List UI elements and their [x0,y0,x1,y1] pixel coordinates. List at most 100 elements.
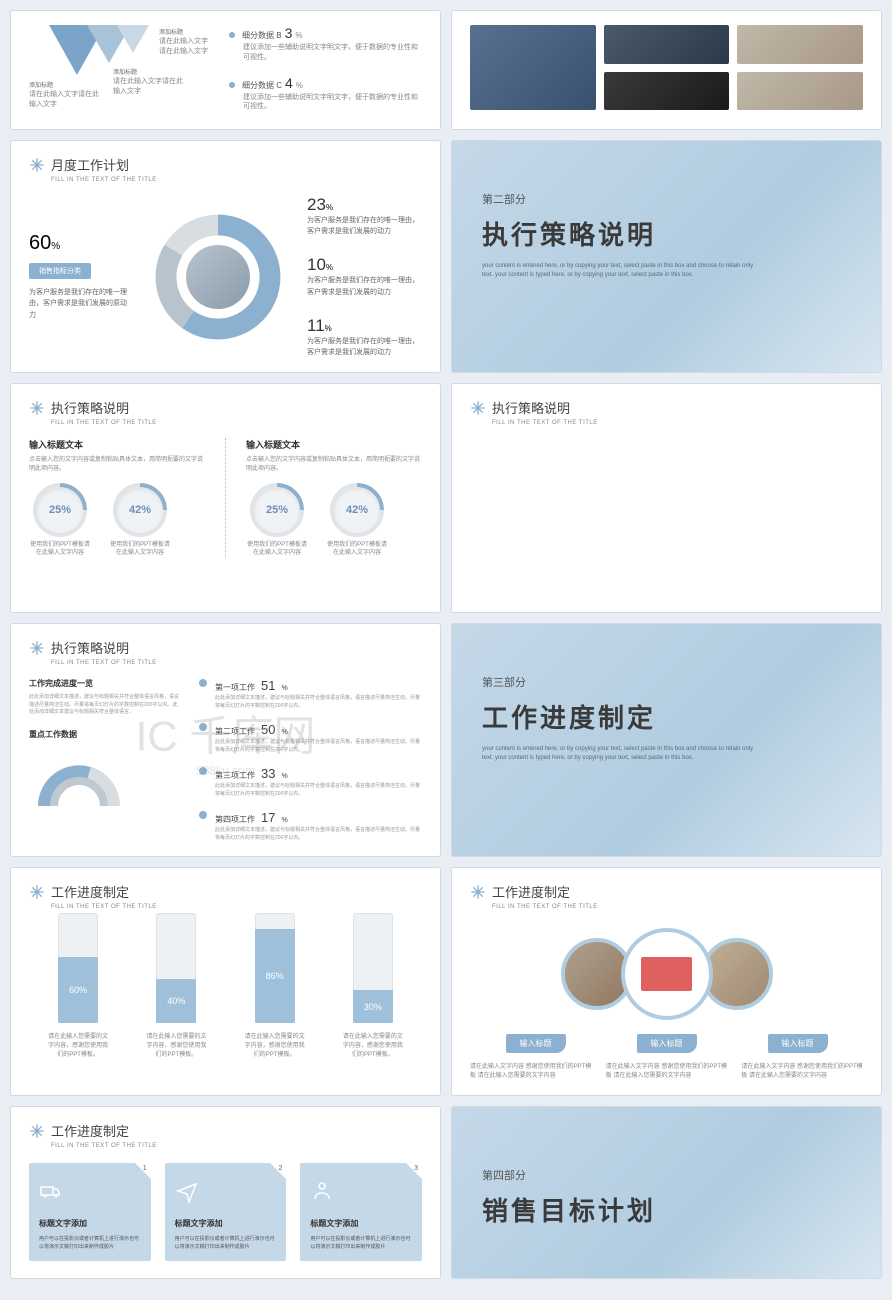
slide-title: 执行策略说明 [492,398,570,417]
percent-circle-item: 25%使用我们的PPT模板请在此输入文字内容 [246,487,308,558]
info-card: 2标题文字添加用户可以在投影仪或者计算机上进行演示也可以将演示文稿打印出来制作成… [165,1163,287,1261]
section-desc: your content is entered here, or by copy… [482,745,762,763]
stat-item: 11%为客户服务是我们存在的唯一理由，客户需求是我们发展的动力 [307,316,422,358]
section-title: 工作进度制定 [482,698,851,735]
section-title: 执行策略说明 [482,215,851,252]
slide-progress-bars: 工作进度制定 FILL IN THE TEXT OF THE TITLE 60%… [10,867,441,1096]
col-heading: 输入标题文本 [29,438,205,451]
circle-image [621,928,713,1020]
slide-title: 执行策略说明 [51,398,129,417]
card-title: 标题文字添加 [310,1218,412,1229]
slide-three-circles: 工作进度制定 FILL IN THE TEXT OF THE TITLE 输入标… [451,867,882,1096]
slide-section-2: 第二部分 执行策略说明 your content is entered here… [451,140,882,373]
slide-subtitle: FILL IN THE TEXT OF THE TITLE [492,420,863,426]
plane-icon [175,1179,199,1203]
slide-strategy-circles-1: 执行策略说明 FILL IN THE TEXT OF THE TITLE 输入标… [10,383,441,613]
slide-title: 工作进度制定 [51,1121,129,1140]
snowflake-icon [29,884,45,900]
slide-cards: 工作进度制定 FILL IN THE TEXT OF THE TITLE 1标题… [10,1106,441,1279]
circle-desc: 请在此输入文字内容 感谢您使用我们的PPT模板 请在此输入您需要的文字内容 [470,1063,592,1081]
person-icon [310,1179,334,1203]
half-donut-chart [29,751,129,811]
strategy-column: 输入标题文本 点击输入您的文字内容或复制粘贴具体文本，用简明扼要的文字说明此项内… [29,438,205,558]
progress-item: 第四项工作17%此处添加详细文本描述，建议与标题相关并符合整体语言风格，语言描述… [199,810,422,842]
progress-item: 第三项工作33%此处添加详细文本描述，建议与标题相关并符合整体语言风格，语言描述… [199,766,422,798]
slide-title: 执行策略说明 [51,638,129,657]
slide-fragment-top-left: 添加标题 请在此输入文字请在此输入文字 添加标题 请在此输入文字请在此输入文字 … [10,10,441,130]
slide-strategy-progress: 执行策略说明 FILL IN THE TEXT OF THE TITLE 工作完… [10,623,441,857]
tag-desc: 请在此输入文字请在此输入文字 [113,77,183,97]
section-part: 第四部分 [482,1167,851,1183]
strategy-column: 输入标题文本 点击输入您的文字内容或复制粘贴具体文本，用简明扼要的文字说明此项内… [225,438,422,558]
donut-center-image [186,245,250,309]
card-desc: 用户可以在投影仪或者计算机上进行演示也可以将演示文稿打印出来制作成胶片 [175,1235,277,1251]
card-desc: 用户可以在投影仪或者计算机上进行演示也可以将演示文稿打印出来制作成胶片 [310,1235,412,1251]
section-title: 销售目标计划 [482,1191,851,1228]
photo [470,25,596,110]
tag-label: 添加标题 [159,27,183,36]
three-circle-row [470,928,863,1020]
percent-circle-item: 25%使用我们的PPT模板请在此输入文字内容 [29,487,91,558]
photo [604,25,730,64]
col-sub: 点击输入您的文字内容或复制粘贴具体文本，用简明扼要的文字说明此项内容。 [246,456,422,473]
col-heading: 输入标题文本 [246,438,422,451]
snowflake-icon [470,884,486,900]
slide-section-3: 第三部分 工作进度制定 your content is entered here… [451,623,882,857]
progress-item: 第一项工作51%此处添加详细文本描述，建议与标题相关并符合整体语言风格，语言描述… [199,678,422,710]
bar: 86%请在此输入您需要的文字内容，感谢您使用我们的PPT模板。 [245,913,305,1060]
bar: 60%请在此输入您需要的文字内容，感谢您使用我们的PPT模板。 [48,913,108,1060]
data-item: 细分数据 C4% 建议添加一些辅助说明文字明文字，便于数据的专业性和可视性。 [229,75,422,113]
slide-strategy-blank: 执行策略说明 FILL IN THE TEXT OF THE TITLE [451,383,882,613]
percent-circle-item: 42%使用我们的PPT模板请在此输入文字内容 [326,487,388,558]
monthly-left: 60% 销售指标分类 为客户服务是我们存在的唯一理由，客户需求是我们发展的原动力 [29,232,129,321]
sub-heading: 重点工作数据 [29,729,179,740]
card-title: 标题文字添加 [39,1218,141,1229]
slide-title: 月度工作计划 [51,155,129,174]
slide-subtitle: FILL IN THE TEXT OF THE TITLE [492,904,863,910]
tag-desc: 请在此输入文字请在此输入文字 [159,37,209,57]
info-card: 1标题文字添加用户可以在投影仪或者计算机上进行演示也可以将演示文稿打印出来制作成… [29,1163,151,1261]
desc: 为客户服务是我们存在的唯一理由，客户需求是我们发展的原动力 [29,287,129,321]
slide-subtitle: FILL IN THE TEXT OF THE TITLE [51,177,422,183]
card-title: 标题文字添加 [175,1218,277,1229]
section-part: 第三部分 [482,674,851,690]
photo [737,72,863,111]
data-desc: 建议添加一些辅助说明文字明文字，便于数据的专业性和可视性。 [243,93,422,113]
category-tag: 销售指标分类 [29,263,91,279]
col-sub: 点击输入您的文字内容或复制粘贴具体文本，用简明扼要的文字说明此项内容。 [29,456,205,473]
snowflake-icon [29,400,45,416]
bar: 40%请在此输入您需要的文字内容，感谢您使用我们的PPT模板。 [146,913,206,1060]
bar: 30%请在此输入您需要的文字内容，感谢您使用我们的PPT模板。 [343,913,403,1060]
data-desc: 建议添加一些辅助说明文字明文字，便于数据的专业性和可视性。 [243,43,422,63]
info-card: 3标题文字添加用户可以在投影仪或者计算机上进行演示也可以将演示文稿打印出来制作成… [300,1163,422,1261]
progress-left: 工作完成进度一览 此处添加详细文本描述，建议与标题相关并符合整体语言风格，语言描… [29,678,179,842]
slide-subtitle: FILL IN THE TEXT OF THE TITLE [51,904,422,910]
snowflake-icon [29,640,45,656]
data-item: 细分数据 B3% 建议添加一些辅助说明文字明文字，便于数据的专业性和可视性。 [229,25,422,63]
snowflake-icon [29,1123,45,1139]
slide-title: 工作进度制定 [492,882,570,901]
photo [737,25,863,64]
percent-circle-item: 42%使用我们的PPT模板请在此输入文字内容 [109,487,171,558]
slide-photo-grid [451,10,882,130]
section-desc: your content is entered here, or by copy… [482,262,762,280]
truck-icon [39,1179,63,1203]
snowflake-icon [29,157,45,173]
photo [604,72,730,111]
sub-heading: 工作完成进度一览 [29,678,179,689]
progress-item: 第二项工作50%此处添加详细文本描述，建议与标题相关并符合整体语言风格，语言描述… [199,722,422,754]
snowflake-icon [470,400,486,416]
slide-subtitle: FILL IN THE TEXT OF THE TITLE [51,660,422,666]
triangle-diagram: 添加标题 请在此输入文字请在此输入文字 添加标题 请在此输入文字请在此输入文字 … [29,25,209,105]
stat-item: 10%为客户服务是我们存在的唯一理由，客户需求是我们发展的动力 [307,255,422,297]
circle-label: 输入标题 [637,1034,697,1053]
card-desc: 用户可以在投影仪或者计算机上进行演示也可以将演示文稿打印出来制作成胶片 [39,1235,141,1251]
tag-desc: 请在此输入文字请在此输入文字 [29,90,99,110]
slide-monthly-plan: 月度工作计划 FILL IN THE TEXT OF THE TITLE 60%… [10,140,441,373]
slide-section-4: 第四部分 销售目标计划 [451,1106,882,1279]
tag-label: 添加标题 [113,67,137,76]
stat-item: 23%为客户服务是我们存在的唯一理由，客户需求是我们发展的动力 [307,195,422,237]
donut-chart [153,212,283,342]
slide-subtitle: FILL IN THE TEXT OF THE TITLE [51,420,422,426]
section-part: 第二部分 [482,191,851,207]
